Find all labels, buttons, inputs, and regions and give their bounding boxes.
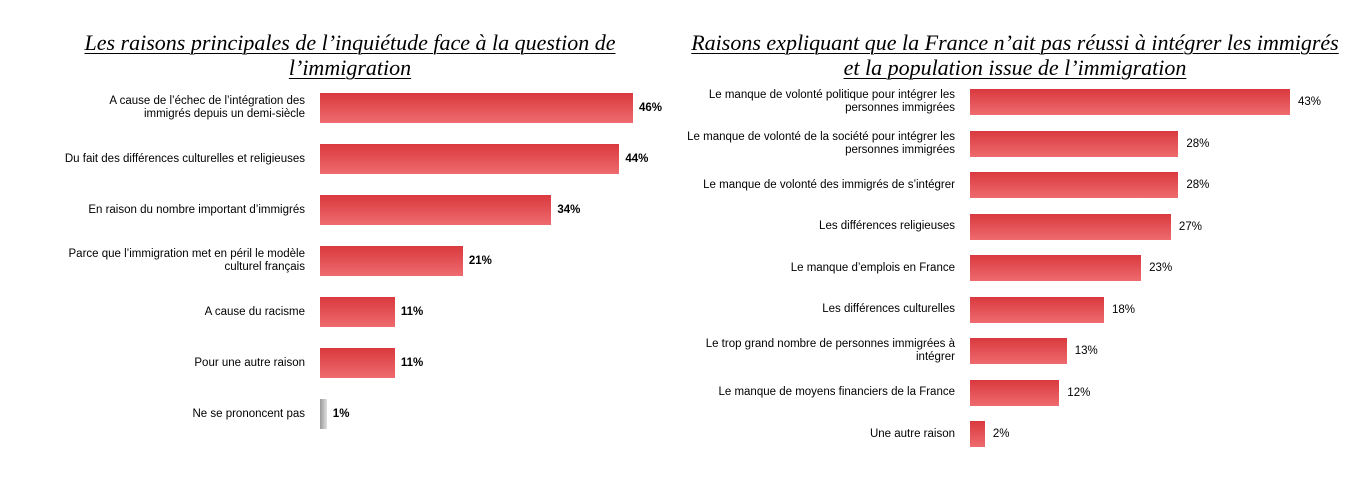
- bar: [970, 255, 1142, 281]
- bar: [970, 89, 1290, 115]
- chart-title: Les raisons principales de l’inquiétude …: [84, 30, 616, 80]
- category-label: Le manque d’emplois en France: [790, 261, 955, 274]
- chart-title: Raisons expliquant que la France n’ait p…: [691, 30, 1339, 80]
- category-label: En raison du nombre important d’immigrés: [88, 203, 305, 216]
- value-label: 23%: [1149, 262, 1173, 274]
- category-label: Du fait des différences culturelles et r…: [64, 152, 305, 165]
- category-label: Le manque de volonté politique pour inté…: [708, 89, 955, 114]
- chart-integration: Raisons expliquant que la France n’ait p…: [680, 0, 1363, 492]
- value-label: 18%: [1111, 303, 1135, 316]
- value-label: 1%: [332, 408, 350, 420]
- value-label: 2%: [992, 428, 1010, 440]
- bar: [970, 296, 1104, 323]
- value-label: 34%: [557, 204, 581, 216]
- value-label: 43%: [1298, 96, 1322, 108]
- value-label: 27%: [1178, 220, 1202, 233]
- bar: [970, 338, 1067, 364]
- value-label: 12%: [1067, 386, 1091, 399]
- bar: [320, 348, 395, 378]
- bar: [970, 421, 985, 447]
- bar: [970, 172, 1179, 198]
- category-label: Ne se prononcent pas: [192, 407, 305, 420]
- category-label: Le manque de volonté des immigrés de s’i…: [703, 178, 955, 191]
- bar: [320, 93, 633, 123]
- category-label: Le manque de volonté de la société pour …: [687, 130, 955, 156]
- bar: [320, 399, 327, 429]
- category-label: Les différences culturelles: [822, 303, 955, 315]
- category-label: Une autre raison: [869, 427, 955, 440]
- category-label: A cause du racisme: [204, 305, 305, 318]
- value-label: 11%: [400, 306, 424, 318]
- value-label: 21%: [468, 255, 492, 267]
- bar: [320, 246, 463, 276]
- bar: [970, 130, 1179, 157]
- category-label: Le trop grand nombre de personnes immigr…: [705, 338, 955, 363]
- value-label: 11%: [400, 357, 424, 369]
- category-label: Pour une autre raison: [194, 356, 305, 369]
- value-label: 13%: [1074, 345, 1098, 357]
- chart-inquietude: Les raisons principales de l’inquiétude …: [0, 0, 680, 492]
- value-label: 46%: [639, 102, 663, 114]
- value-label: 28%: [1186, 137, 1210, 150]
- category-label: A cause de l’échec de l’intégration des …: [109, 95, 305, 120]
- bar: [320, 297, 395, 327]
- category-label: Le manque de moyens financiers de la Fra…: [718, 386, 955, 398]
- bar: [320, 195, 552, 225]
- bar: [970, 213, 1171, 240]
- bar: [970, 379, 1060, 406]
- bar: [320, 144, 620, 174]
- value-label: 28%: [1186, 179, 1210, 191]
- value-label: 44%: [625, 153, 649, 165]
- category-label: Parce que l’immigration met en péril le …: [68, 248, 306, 273]
- category-label: Les différences religieuses: [819, 220, 955, 232]
